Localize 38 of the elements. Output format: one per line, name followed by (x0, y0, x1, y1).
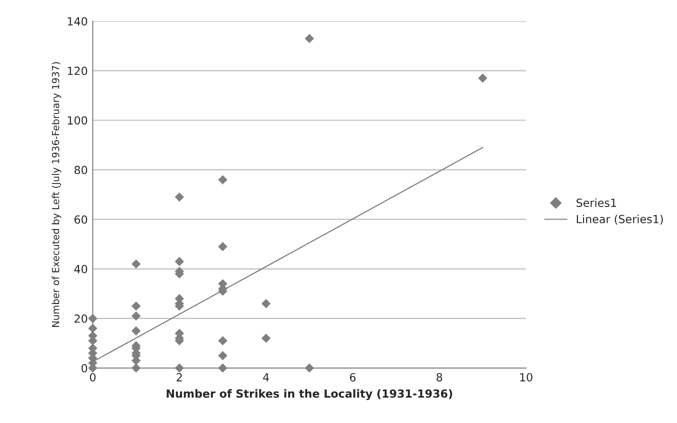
point (218, 351, 228, 360)
x-tick-label: 6 (350, 373, 356, 382)
y-tick-label: 120 (68, 66, 88, 76)
y-tick-label: 0 (82, 364, 88, 372)
point (131, 311, 141, 321)
x-tick-label: 2 (176, 373, 182, 382)
x-tick-label: 0 (90, 373, 96, 382)
point (218, 336, 228, 346)
point (88, 324, 98, 333)
point (304, 363, 314, 373)
x-tick-label: 8 (436, 373, 442, 382)
point (218, 363, 228, 373)
point (131, 363, 141, 373)
point (174, 363, 184, 373)
point (261, 334, 271, 343)
point (174, 256, 184, 266)
y-tick-label: 140 (68, 17, 88, 26)
point (88, 314, 98, 324)
x-axis-title: Number of Strikes in the Locality (1931-1936) (166, 389, 452, 400)
y-tick-label: 80 (74, 166, 88, 174)
y-tick-label: 60 (74, 215, 88, 224)
point (131, 259, 141, 269)
point (304, 34, 314, 44)
legend-label: Linear (Series1) (576, 214, 663, 225)
point (131, 301, 141, 311)
point (131, 326, 141, 336)
point (261, 298, 271, 308)
x-tick-label: 10 (520, 373, 532, 382)
point (218, 242, 228, 252)
legend-label: Series1 (576, 198, 616, 207)
point (174, 192, 184, 202)
x-tick-label: 4 (263, 373, 269, 382)
point (478, 74, 488, 83)
y-tick-label: 40 (74, 264, 88, 274)
y-axis-title: Number of Executed by Left (July 1936-February 1937) (52, 62, 62, 327)
point (218, 175, 228, 184)
y-tick-label: 100 (68, 116, 88, 125)
y-tick-label: 20 (74, 314, 88, 323)
